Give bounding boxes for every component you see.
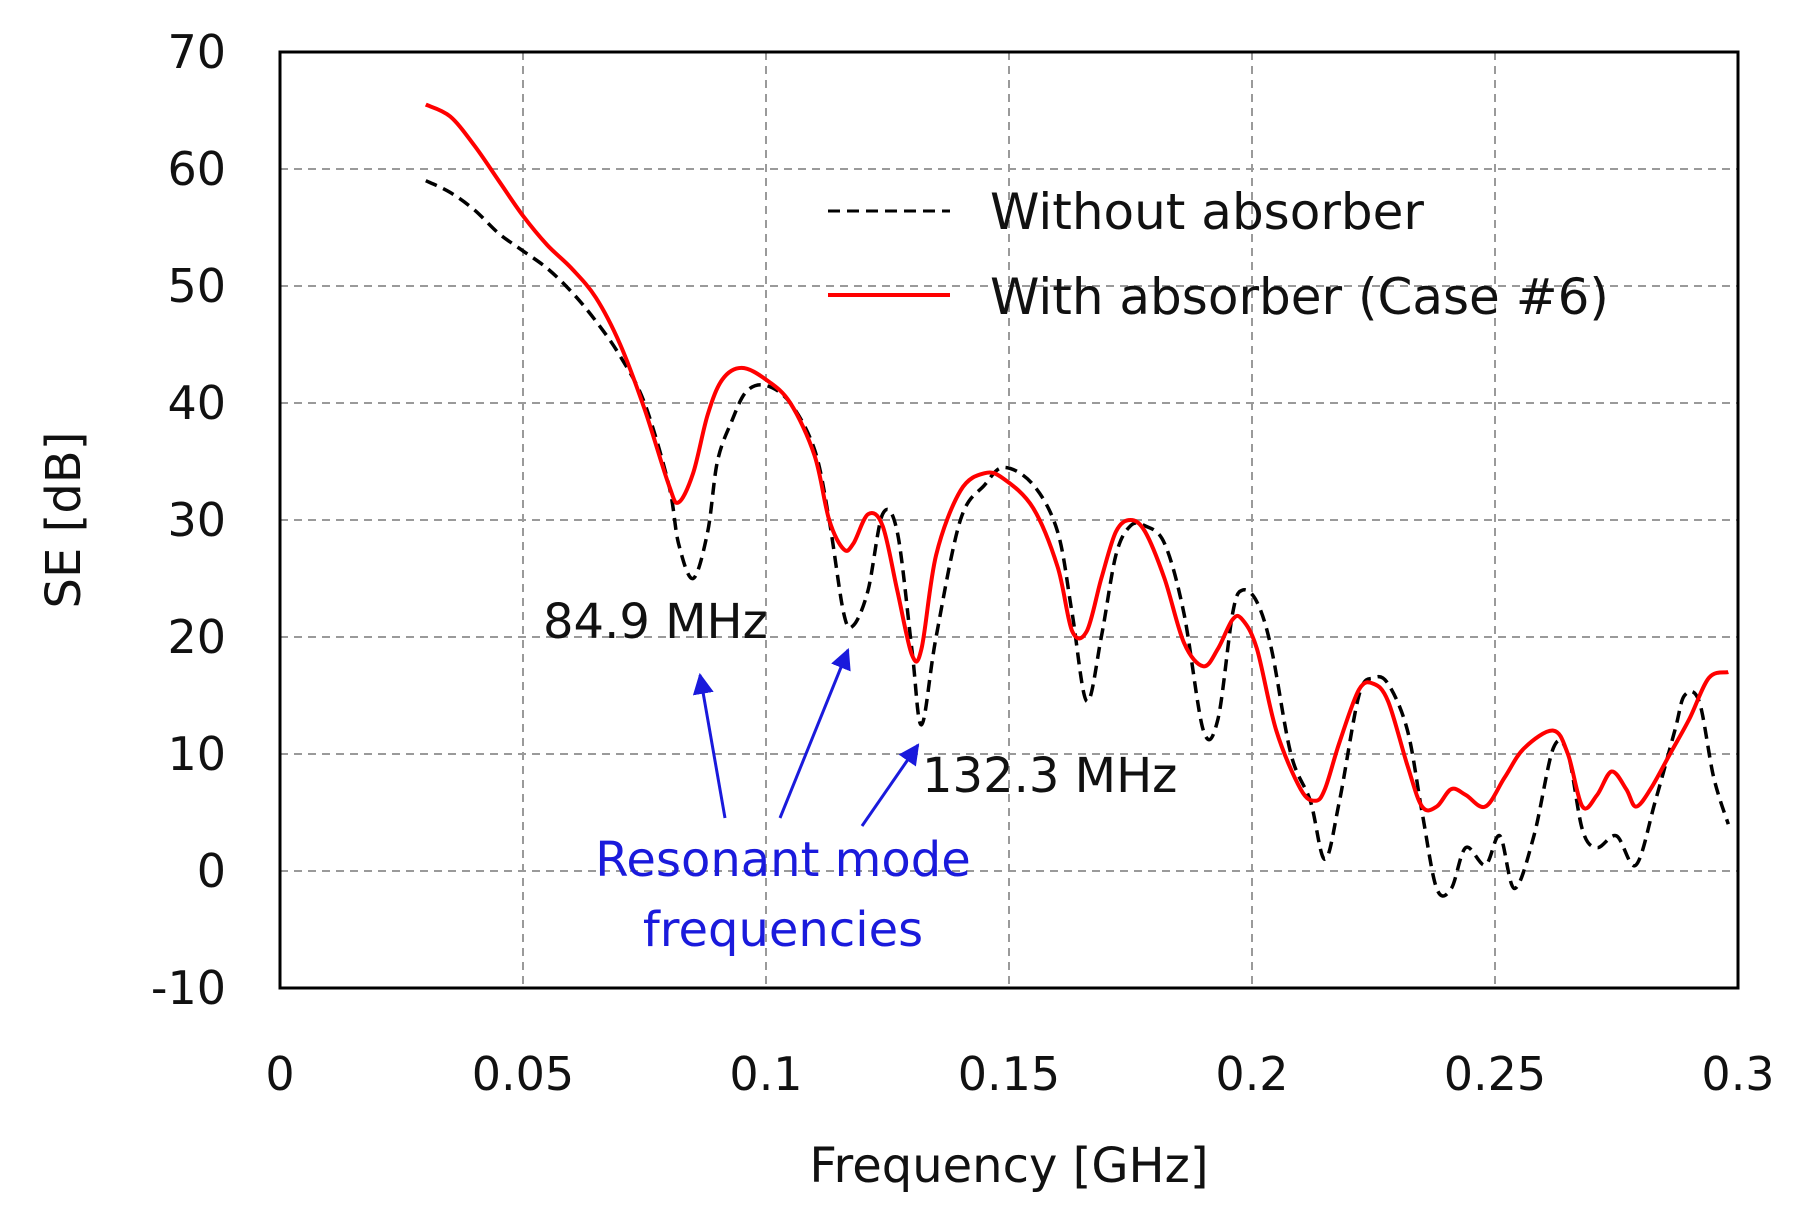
y-tick-label: 30 — [167, 493, 226, 547]
legend-label-with-absorber: With absorber (Case #6) — [990, 268, 1609, 326]
y-tick-label: 50 — [167, 259, 226, 313]
series-line-without-absorber — [425, 179, 1730, 898]
x-tick-label: 0 — [265, 1047, 294, 1101]
legend: Without absorber With absorber (Case #6) — [828, 183, 1609, 326]
grid — [280, 52, 1738, 988]
y-tick-label: -10 — [151, 961, 226, 1015]
arrow-to-84-9-mhz — [692, 672, 727, 819]
annotation-arrows — [692, 648, 920, 827]
y-tick-label: 40 — [167, 376, 226, 430]
annotation-132-3-mhz: 132.3 MHz — [922, 748, 1177, 804]
y-tick-label: 0 — [197, 844, 226, 898]
x-tick-label: 0.05 — [472, 1047, 574, 1101]
annotation-84-9-mhz: 84.9 MHz — [543, 594, 768, 650]
y-tick-label: 60 — [167, 142, 226, 196]
series-layer — [424, 102, 1730, 898]
legend-label-without-absorber: Without absorber — [990, 183, 1424, 241]
y-axis-title: SE [dB] — [36, 432, 92, 609]
series-line-with-absorber — [424, 102, 1729, 813]
annotation-resonant-mode: Resonant mode — [595, 832, 971, 888]
arrow-to-second-dip — [778, 648, 851, 819]
x-tick-label: 0.15 — [958, 1047, 1060, 1101]
x-tick-label: 0.2 — [1215, 1047, 1288, 1101]
y-tick-label: 10 — [167, 727, 226, 781]
y-tick-label: 70 — [167, 25, 226, 79]
tick-labels: 0 0.05 0.1 0.15 0.2 0.25 0.3 -10 0 10 20 30 40 50 60 70 — [151, 25, 1775, 1101]
x-tick-label: 0.25 — [1444, 1047, 1546, 1101]
arrow-to-132-3-mhz — [860, 743, 920, 827]
annotation-frequencies: frequencies — [643, 902, 923, 958]
plot-frame — [278, 50, 1740, 990]
x-tick-label: 0.3 — [1701, 1047, 1774, 1101]
x-tick-label: 0.1 — [729, 1047, 802, 1101]
y-tick-label: 20 — [167, 610, 226, 664]
x-axis-title: Frequency [GHz] — [809, 1138, 1208, 1194]
